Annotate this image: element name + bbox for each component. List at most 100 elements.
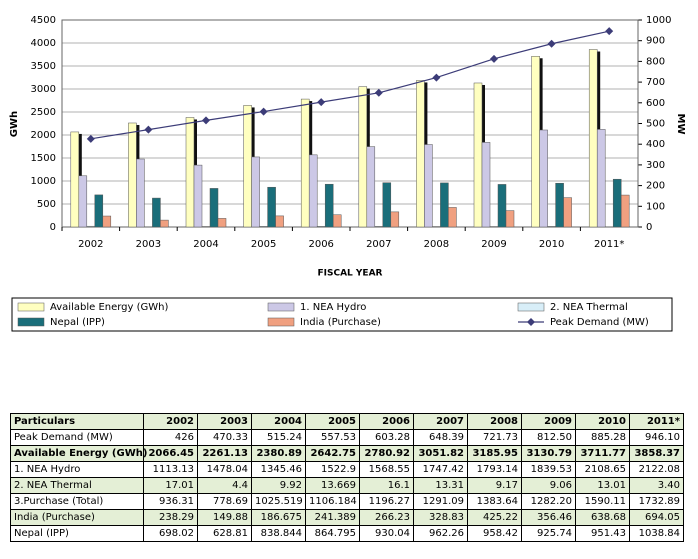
y2-tick-label: 700 <box>646 77 665 88</box>
bar <box>416 80 425 228</box>
x-tick-label: 2010 <box>539 239 564 250</box>
bar <box>324 183 334 228</box>
table-cell: 1025.519 <box>251 493 306 510</box>
table-cell: 2780.92 <box>359 445 414 462</box>
table-cell: 812.50 <box>521 429 576 446</box>
point <box>374 88 383 97</box>
table-cell: 864.795 <box>305 525 360 542</box>
x-tick-label: 2003 <box>136 239 161 250</box>
table-cell: 2108.65 <box>575 461 630 478</box>
x-tick-label: 2006 <box>308 239 333 250</box>
y-tick-label: 3500 <box>31 61 56 72</box>
y-tick-label: 4500 <box>31 15 56 26</box>
legend-label: India (Purchase) <box>300 317 381 328</box>
table-cell: 4.4 <box>197 477 252 494</box>
legend-label: Peak Demand (MW) <box>550 317 649 328</box>
bar <box>481 142 491 228</box>
bar <box>612 178 622 228</box>
table-cell: 951.43 <box>575 525 630 542</box>
bar <box>86 225 96 228</box>
table-row: 3.Purchase (Total) 936.31 778.69 1025.519 11… <box>10 493 684 510</box>
table-cell: 515.24 <box>251 429 306 446</box>
bar <box>185 117 195 228</box>
y-tick-label: 500 <box>37 199 56 210</box>
y2-tick-label: 400 <box>646 139 665 150</box>
legend-swatch <box>17 302 45 312</box>
x-axis-label: FISCAL YEAR <box>318 269 383 279</box>
table-cell: 778.69 <box>197 493 252 510</box>
table-row: Peak Demand (MW) 426 470.33 515.24 557.53 603… <box>10 429 684 446</box>
legend-swatch <box>527 318 535 326</box>
table-cell: 238.29 <box>143 509 198 526</box>
table-cell: 1345.46 <box>251 461 306 478</box>
bar <box>209 188 219 228</box>
bar <box>251 156 260 228</box>
point <box>317 98 326 107</box>
table-row: Nepal (IPP) 698.02 628.81 838.844 864.795 930… <box>10 525 684 542</box>
table-cell: 17.01 <box>143 477 198 494</box>
x-tick-label: 2007 <box>366 239 391 250</box>
x-tick-label: 2009 <box>481 239 506 250</box>
bar <box>102 215 112 228</box>
bar <box>332 214 342 228</box>
y2-axis-label: MW <box>675 114 686 135</box>
table-cell: 3711.77 <box>575 445 630 462</box>
x-tick-label: 2011* <box>594 239 624 250</box>
legend-swatch <box>17 317 45 327</box>
table-cell: India (Purchase) <box>10 509 144 526</box>
table-cell: 2380.89 <box>251 445 306 462</box>
table-cell: 936.31 <box>143 493 198 510</box>
bar <box>128 122 137 228</box>
y-tick-label: 0 <box>50 222 56 233</box>
table-cell: 2004 <box>251 413 306 430</box>
table-cell: 958.42 <box>467 525 522 542</box>
bar <box>308 154 318 228</box>
legend-label: Nepal (IPP) <box>50 317 105 328</box>
table-cell: 1038.84 <box>629 525 684 542</box>
bar <box>267 186 276 228</box>
table-cell: 1291.09 <box>413 493 468 510</box>
table-cell: 356.46 <box>521 509 576 526</box>
table-cell: 13.31 <box>413 477 468 494</box>
y2-tick-label: 0 <box>646 222 652 233</box>
table-cell: 2011* <box>629 413 684 430</box>
legend-label: 1. NEA Hydro <box>300 302 366 313</box>
legend-label: 2. NEA Thermal <box>550 302 628 313</box>
table-cell: Peak Demand (MW) <box>10 429 144 446</box>
bar <box>358 86 368 228</box>
table-cell: 2261.13 <box>197 445 252 462</box>
table-cell: 1383.64 <box>467 493 522 510</box>
table-cell: 2006 <box>359 413 414 430</box>
y2-tick-label: 200 <box>646 181 665 192</box>
table-row: India (Purchase) 238.29 149.88 186.675 241.3… <box>10 509 684 526</box>
bar <box>152 197 161 228</box>
bar <box>259 226 268 228</box>
table-cell: 721.73 <box>467 429 522 446</box>
table-cell: 9.17 <box>467 477 522 494</box>
table-cell: 885.28 <box>575 429 630 446</box>
table-cell: 698.02 <box>143 525 198 542</box>
table-cell: 426 <box>143 429 198 446</box>
bar <box>275 215 284 228</box>
y2-tick-label: 800 <box>646 56 665 67</box>
table-cell: 3.40 <box>629 477 684 494</box>
table-cell: 2003 <box>197 413 252 430</box>
table-cell: 648.39 <box>413 429 468 446</box>
table-cell: 962.26 <box>413 525 468 542</box>
table-cell: 9.92 <box>251 477 306 494</box>
line <box>90 30 610 140</box>
point <box>86 134 95 143</box>
bar <box>440 182 449 228</box>
table-cell: 1590.11 <box>575 493 630 510</box>
table-row: 1. NEA Hydro 1113.13 1478.04 1345.46 1522.9 1… <box>10 461 684 478</box>
table-cell: 3.Purchase (Total) <box>10 493 144 510</box>
table-cell: 3130.79 <box>521 445 576 462</box>
y2-tick-label: 500 <box>646 119 665 130</box>
table-cell: 1106.184 <box>305 493 360 510</box>
table-cell: 638.68 <box>575 509 630 526</box>
table-cell: 838.844 <box>251 525 306 542</box>
table-cell: 1793.14 <box>467 461 522 478</box>
table-cell: 930.04 <box>359 525 414 542</box>
table-row: Particulars 2002 2003 2004 2005 2006 2007 2008 2… <box>10 413 684 430</box>
